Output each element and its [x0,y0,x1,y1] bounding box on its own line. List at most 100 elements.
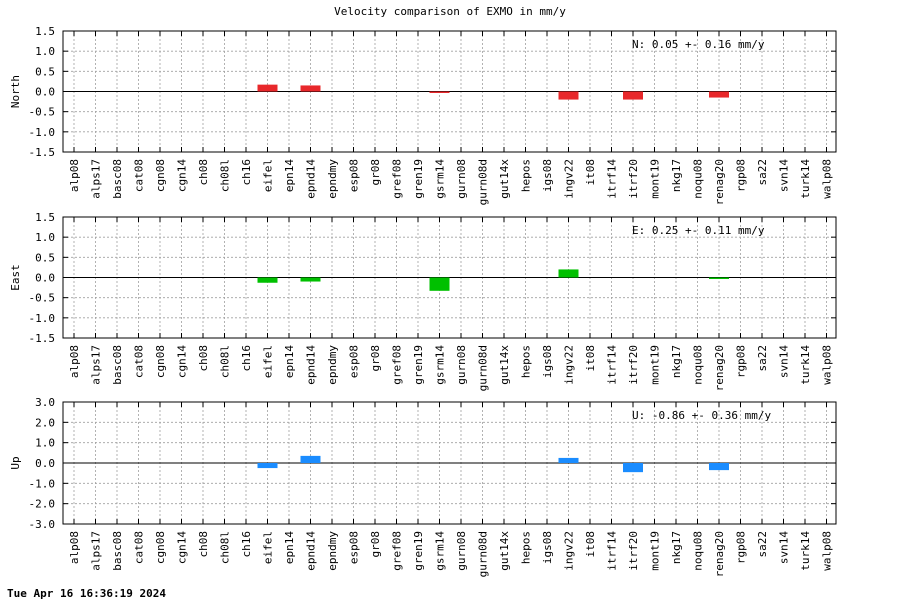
x-tick-label: basc08 [111,159,124,199]
x-tick-label: turk14 [799,531,812,571]
x-tick-label: walp08 [821,531,834,571]
bar-eifel [257,84,278,92]
x-tick-label: igs08 [541,159,554,192]
x-tick-label: gren19 [412,345,425,385]
x-tick-label: sa22 [756,531,769,558]
x-tick-label: hepos [520,345,533,378]
x-tick-label: gurn08d [477,531,490,577]
x-tick-label: hepos [520,159,533,192]
x-tick-label: gren19 [412,159,425,199]
y-axis-label: Up [9,456,22,469]
x-tick-label: cgn08 [154,159,167,192]
bar-renag20 [709,277,729,279]
stat-annotation: N: 0.05 +- 0.16 mm/y [632,38,765,51]
x-tick-label: nkg17 [670,531,683,564]
bar-ingv22 [558,269,579,278]
x-tick-label: noqu08 [692,345,705,385]
stat-annotation: E: 0.25 +- 0.11 mm/y [632,224,765,237]
x-tick-label: mont19 [649,345,662,385]
y-tick-label: -1.0 [29,312,56,325]
y-axis-label: East [9,264,22,291]
x-tick-label: eifel [262,531,275,564]
x-tick-label: svn14 [778,159,791,192]
x-tick-label: gsrm14 [434,159,447,199]
y-tick-label: 0.0 [35,272,55,285]
y-tick-label: 0.5 [35,65,55,78]
y-tick-label: 0.5 [35,251,55,264]
bar-epnd14 [300,85,321,92]
x-tick-label: gut14x [498,345,511,385]
y-tick-label: 1.0 [35,231,55,244]
x-tick-label: esp08 [348,159,361,192]
x-tick-label: ch08l [219,159,232,192]
y-tick-label: -1.5 [29,146,56,159]
bar-eifel [257,277,278,283]
x-tick-label: igs08 [541,531,554,564]
x-tick-label: alps17 [90,159,103,199]
bar-itrf20 [623,91,643,100]
x-tick-label: alp08 [68,531,81,564]
bar-epnd14 [300,277,321,282]
x-tick-label: ch08l [219,531,232,564]
y-tick-label: 1.0 [35,437,55,450]
x-tick-label: itrf20 [627,345,640,385]
x-tick-label: gref08 [391,159,404,199]
x-tick-label: gut14x [498,531,511,571]
x-tick-label: ingv22 [563,531,576,571]
x-tick-label: ch08 [197,345,210,372]
bar-renag20 [709,91,729,98]
x-tick-label: epndmy [326,159,339,199]
x-tick-label: igs08 [541,345,554,378]
x-tick-label: turk14 [799,345,812,385]
x-tick-label: basc08 [111,345,124,385]
x-tick-label: epn14 [283,345,296,378]
x-tick-label: epndmy [326,531,339,571]
x-tick-label: gref08 [391,531,404,571]
bar-ingv22 [558,91,579,100]
x-tick-label: epndmy [326,345,339,385]
x-tick-label: epn14 [283,531,296,564]
x-tick-label: alps17 [90,345,103,385]
x-tick-label: ingv22 [563,159,576,199]
bar-gsrm14 [429,91,450,93]
x-tick-label: cgn14 [176,159,189,192]
bar-ingv22 [558,457,579,463]
x-tick-label: epnd14 [305,531,318,571]
x-tick-label: itrf20 [627,159,640,199]
x-tick-label: gren19 [412,531,425,571]
x-tick-label: noqu08 [692,159,705,199]
y-tick-label: -1.0 [29,477,56,490]
x-tick-label: cat08 [133,531,146,564]
bar-gsrm14 [429,277,450,291]
x-tick-label: it08 [584,159,597,186]
x-tick-label: gurn08 [455,531,468,571]
x-tick-label: ch08 [197,159,210,186]
x-tick-label: ch16 [240,345,253,372]
x-tick-label: sa22 [756,345,769,372]
x-tick-label: svn14 [778,531,791,564]
x-tick-label: epn14 [283,159,296,192]
x-tick-label: it08 [584,345,597,372]
x-tick-label: mont19 [649,159,662,199]
y-tick-label: -3.0 [29,518,56,531]
timestamp: Tue Apr 16 16:36:19 2024 [7,587,166,600]
x-tick-label: noqu08 [692,531,705,571]
x-tick-label: it08 [584,531,597,558]
chart-title: Velocity comparison of EXMO in mm/y [334,5,566,18]
x-tick-label: esp08 [348,345,361,378]
y-tick-label: -1.5 [29,332,56,345]
x-tick-label: cgn08 [154,531,167,564]
x-tick-label: itrf20 [627,531,640,571]
y-tick-label: 1.5 [35,25,55,38]
x-tick-label: gr08 [369,345,382,372]
y-tick-label: 2.0 [35,416,55,429]
x-tick-label: gsrm14 [434,531,447,571]
x-tick-label: renag20 [713,345,726,391]
bar-renag20 [709,463,729,471]
y-tick-label: 1.0 [35,45,55,58]
x-tick-label: ch08 [197,531,210,558]
y-tick-label: 3.0 [35,396,55,409]
x-tick-label: renag20 [713,531,726,577]
x-tick-label: alps17 [90,531,103,571]
